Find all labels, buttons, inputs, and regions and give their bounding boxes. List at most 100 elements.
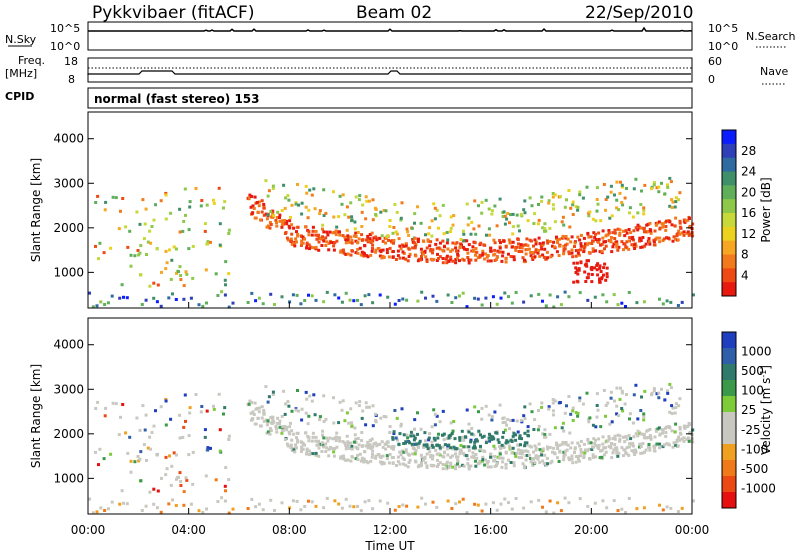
power-cell — [424, 296, 427, 300]
power-cell — [597, 231, 601, 235]
velocity-cell — [387, 461, 391, 465]
power-cell — [621, 203, 625, 207]
power-cell — [168, 248, 171, 252]
velocity-cell — [159, 405, 163, 409]
power-cell — [671, 239, 675, 243]
station-title: Pykkvibaer (fitACF) — [92, 3, 254, 23]
power-cell — [527, 247, 531, 251]
power-cell — [499, 250, 503, 254]
velocity-cell — [430, 440, 434, 444]
power-cell — [449, 258, 453, 261]
power-cell — [305, 241, 309, 245]
power-cell — [493, 248, 497, 252]
power-cell — [625, 231, 629, 235]
velocity-y-axis-label: Slant Range [km] — [29, 364, 43, 468]
power-cell — [571, 213, 575, 216]
velocity-cell — [408, 458, 412, 462]
velocity-cell — [290, 448, 294, 452]
velocity-cell — [182, 490, 186, 494]
beam-title: Beam 02 — [356, 3, 432, 23]
velocity-cell — [152, 487, 156, 491]
power-cell — [493, 204, 497, 208]
velocity-cell — [266, 419, 270, 423]
velocity-colorbar-tick: -1000 — [741, 481, 776, 495]
velocity-cell — [573, 447, 577, 451]
velocity-cell — [511, 434, 515, 438]
power-cell — [545, 250, 549, 254]
velocity-cell — [441, 467, 445, 471]
velocity-cell — [467, 422, 471, 426]
velocity-cell — [304, 411, 308, 415]
velocity-cell — [691, 440, 695, 444]
velocity-cell — [321, 433, 324, 437]
power-cell — [363, 294, 367, 298]
x-tick-label: 04:00 — [171, 523, 206, 537]
velocity-cell — [206, 446, 210, 450]
power-cell — [495, 302, 499, 306]
velocity-cell — [496, 438, 500, 442]
velocity-cell — [587, 420, 591, 424]
velocity-cell — [519, 449, 523, 453]
velocity-cell — [390, 445, 394, 449]
power-cell — [518, 229, 521, 233]
velocity-cell — [218, 449, 222, 453]
velocity-cell — [262, 419, 266, 423]
x-tick-label: 20:00 — [574, 523, 609, 537]
power-cell — [175, 271, 178, 275]
power-colorbar-swatch — [722, 213, 736, 228]
velocity-cell — [220, 496, 224, 500]
power-cell — [367, 293, 371, 297]
velocity-cell — [197, 509, 201, 513]
power-cell — [589, 235, 593, 239]
power-cell — [288, 226, 292, 230]
velocity-cell — [628, 442, 632, 446]
velocity-cell — [680, 506, 684, 510]
velocity-cell — [413, 436, 417, 440]
velocity-cell — [571, 406, 575, 410]
freq-tick-top: 18 — [64, 55, 78, 68]
power-cell — [618, 233, 622, 237]
velocity-cell — [602, 389, 606, 392]
power-cell — [387, 238, 391, 242]
power-cell — [508, 221, 511, 225]
velocity-cell — [627, 453, 631, 457]
velocity-cell — [615, 386, 619, 390]
velocity-cell — [269, 498, 273, 502]
velocity-cell — [533, 444, 537, 448]
power-cell — [354, 235, 358, 238]
velocity-cell — [247, 402, 251, 406]
velocity-cell — [627, 497, 631, 500]
power-cell — [639, 239, 643, 242]
velocity-cell — [443, 443, 447, 447]
power-cell — [537, 203, 540, 206]
velocity-cell — [482, 434, 486, 438]
power-cell — [528, 196, 532, 200]
power-cell — [552, 305, 556, 309]
power-cell — [680, 231, 684, 235]
power-cell — [636, 211, 640, 215]
power-cell — [446, 293, 450, 297]
velocity-cell — [367, 405, 371, 409]
power-cell — [579, 244, 583, 248]
velocity-cell — [181, 435, 185, 439]
power-cell — [570, 251, 574, 255]
power-cell — [340, 300, 344, 304]
velocity-cell — [553, 399, 557, 403]
power-cell — [575, 268, 579, 272]
power-cell — [541, 226, 545, 230]
power-cell — [504, 244, 508, 248]
power-cell — [160, 270, 163, 274]
velocity-cell — [546, 447, 550, 451]
power-cell — [497, 250, 501, 254]
power-cell — [524, 252, 528, 256]
power-cell — [390, 239, 394, 243]
power-cell — [507, 252, 510, 256]
power-cell — [357, 198, 361, 202]
power-cell — [304, 225, 307, 229]
velocity-cell — [96, 400, 100, 404]
velocity-cell — [385, 441, 389, 445]
velocity-cell — [333, 447, 337, 451]
power-cell — [661, 302, 665, 306]
power-cell — [537, 292, 541, 296]
power-cell — [312, 187, 316, 191]
